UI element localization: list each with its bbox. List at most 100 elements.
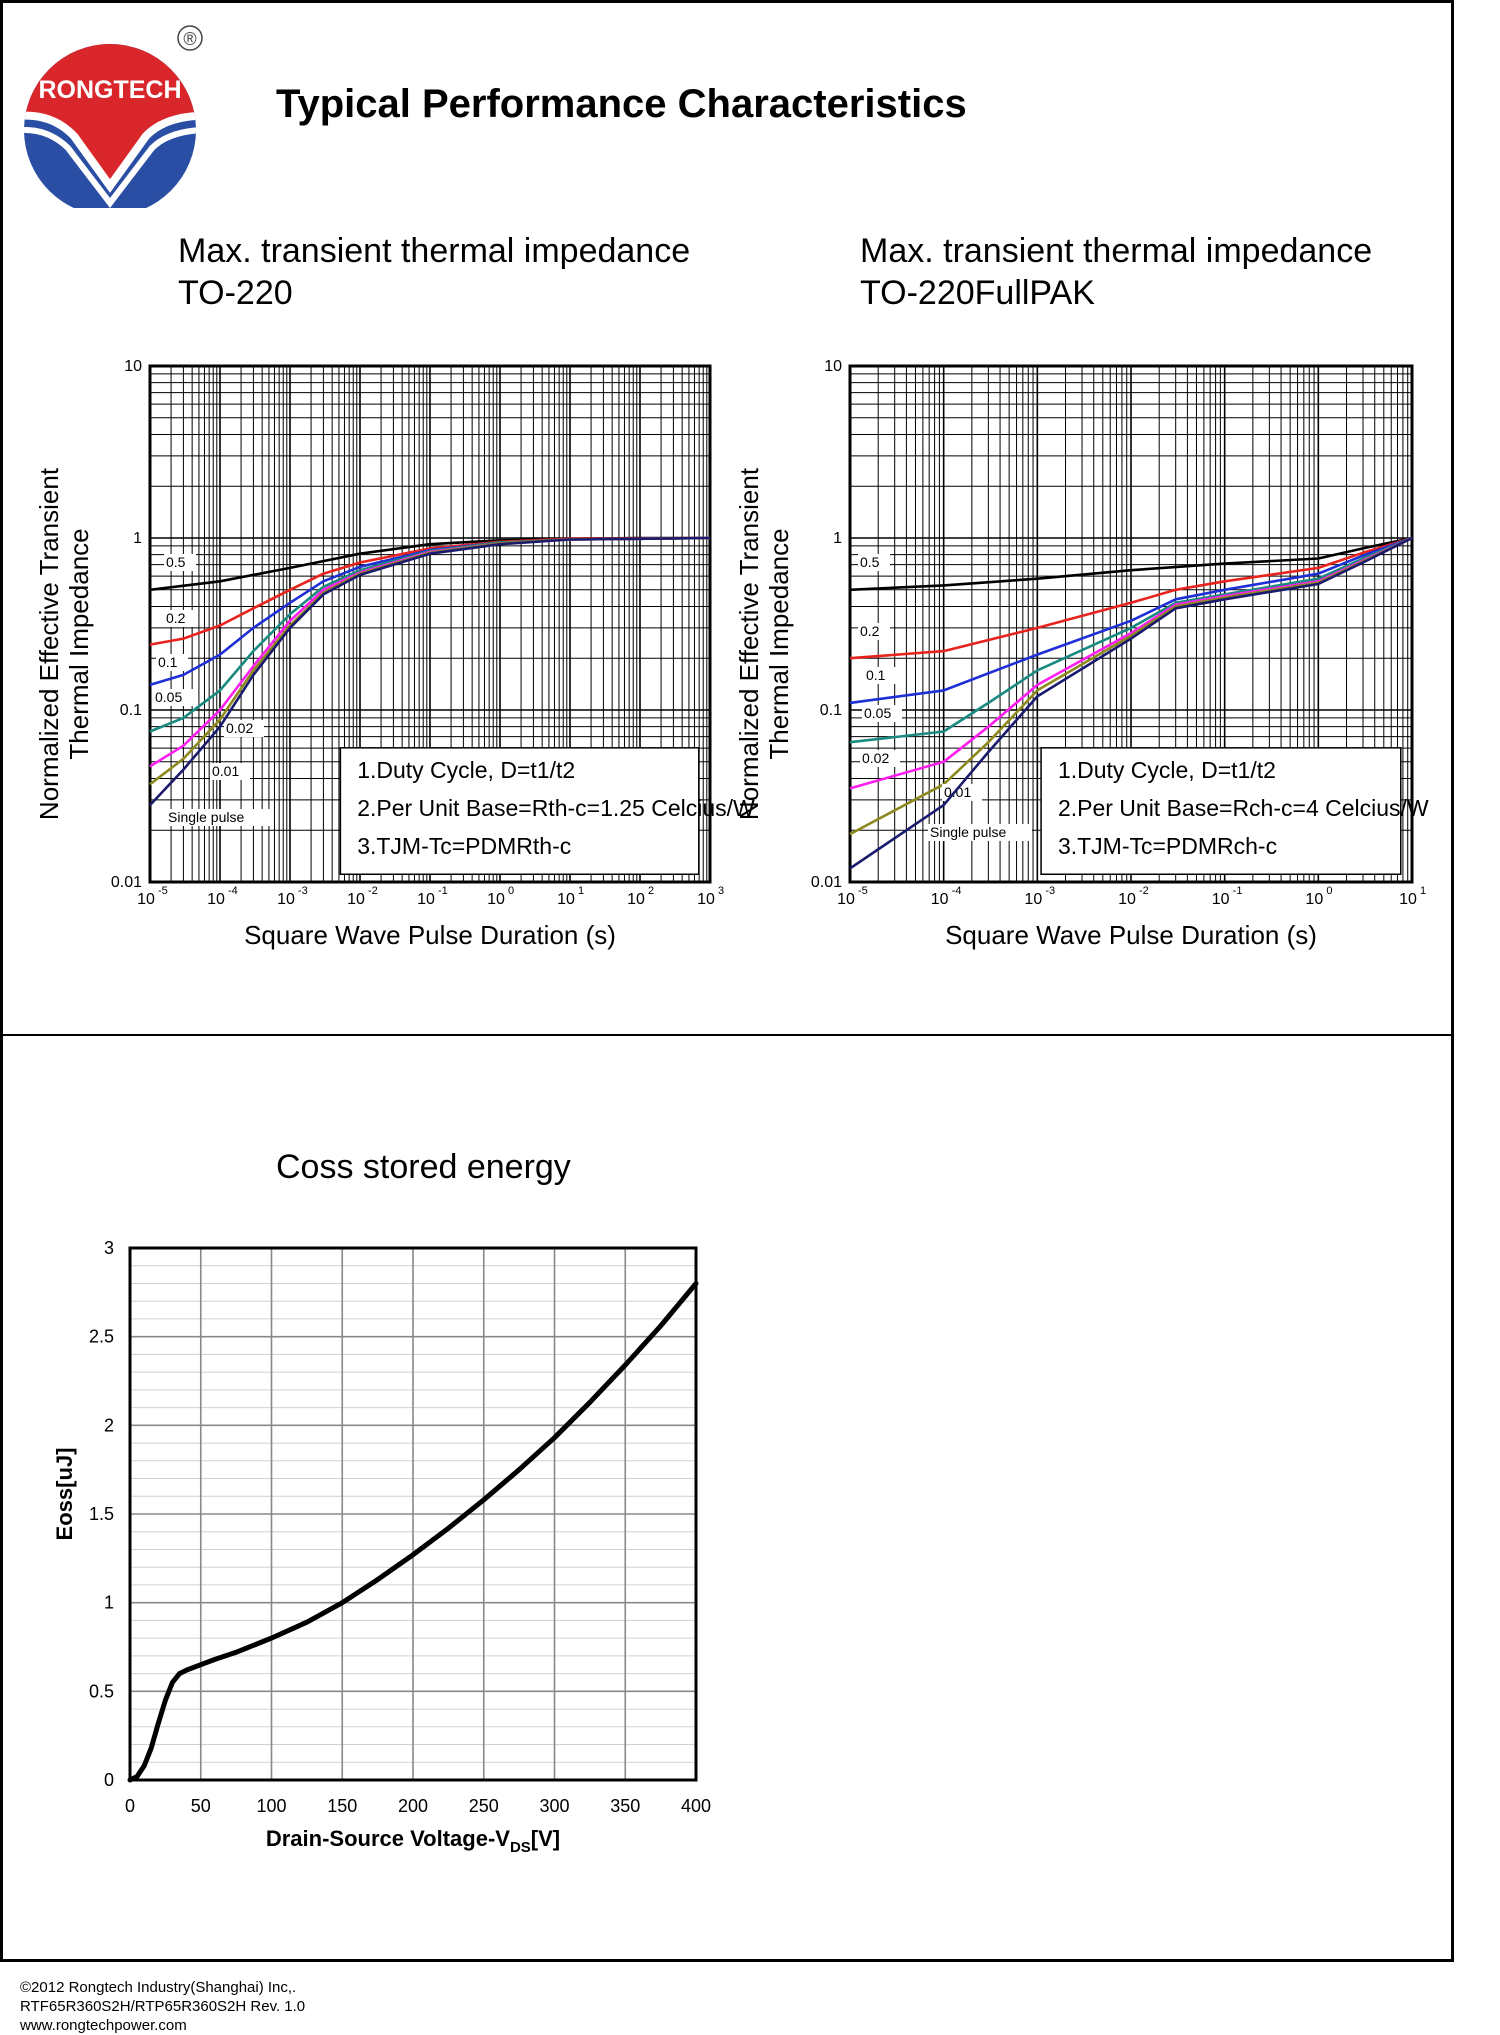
y-tick-label: 0.01	[811, 874, 842, 891]
series-label-bg	[858, 623, 890, 640]
series-label-0.5: 0.5	[860, 554, 880, 570]
x-axis-label: Square Wave Pulse Duration (s)	[244, 920, 616, 950]
series-label-0.02: 0.02	[862, 750, 889, 766]
plot-border	[148, 364, 712, 884]
notes-box	[339, 747, 700, 876]
footer-website: www.rongtechpower.com	[20, 2017, 187, 2034]
note-1: 1.Duty Cycle, D=t1/t2	[1058, 757, 1276, 783]
note-2: 2.Per Unit Base=Rch-c=4 Celcius/W	[1058, 795, 1429, 821]
x-tick-exponent: 2	[648, 885, 654, 897]
y-axis-label-line-2: Thermal Impedance	[764, 528, 794, 759]
series-label-single-pulse: Single pulse	[930, 824, 1006, 840]
series-label-bg	[860, 750, 900, 767]
series-label-bg	[210, 763, 250, 780]
x-tick-label: 10	[487, 891, 505, 908]
series-label-bg	[858, 554, 890, 571]
y-tick-label: 2	[104, 1415, 114, 1435]
x-tick-exponent: 3	[718, 885, 724, 897]
chart2-title: Max. transient thermal impedance TO-220F…	[860, 232, 1373, 312]
y-tick-label: 10	[124, 358, 142, 375]
x-tick-exponent: -3	[1045, 885, 1055, 897]
series-label-bg	[164, 610, 196, 627]
x-tick-label: 100	[256, 1796, 286, 1816]
note-3: 3.TJM-Tc=PDMRch-c	[1058, 833, 1277, 859]
x-tick-label: 10	[697, 891, 715, 908]
x-tick-label: 10	[837, 891, 855, 908]
y-tick-label: 0.5	[89, 1681, 114, 1701]
y-tick-label: 1	[104, 1593, 114, 1613]
y-axis-label-line-1: Normalized Effective Transient	[734, 467, 764, 820]
note-3: 3.TJM-Tc=PDMRth-c	[357, 833, 571, 859]
y-tick-label: 0	[104, 1770, 114, 1790]
x-tick-label: 0	[125, 1796, 135, 1816]
x-tick-exponent: 0	[1326, 885, 1332, 897]
note-2: 2.Per Unit Base=Rth-c=1.25 Celcius/W	[357, 795, 755, 821]
x-tick-label: 10	[137, 891, 155, 908]
thermal-chart-2: 1.Duty Cycle, D=t1/t2 2.Per Unit Base=Rch…	[734, 358, 1429, 950]
x-tick-exponent: -5	[858, 885, 868, 897]
notes-box	[1040, 747, 1402, 876]
x-tick-label: 200	[398, 1796, 428, 1816]
chart1-title: Max. transient thermal impedance TO-220	[178, 232, 691, 312]
x-tick-exponent: -2	[368, 885, 378, 897]
series-label-0.05: 0.05	[864, 705, 891, 721]
x-tick-label: 10	[207, 891, 225, 908]
x-tick-label: 10	[1212, 891, 1230, 908]
series-label-0.01: 0.01	[944, 784, 971, 800]
series-label-bg	[928, 824, 1032, 841]
eoss-curve	[127, 1281, 699, 1783]
x-tick-exponent: 1	[578, 885, 584, 897]
x-tick-exponent: -3	[298, 885, 308, 897]
x-tick-label: 10	[347, 891, 365, 908]
footer-copyright: ©2012 Rongtech Industry(Shanghai) Inc,.	[20, 1979, 297, 1996]
x-tick-exponent: -1	[1233, 885, 1243, 897]
x-tick-exponent: -4	[952, 885, 962, 897]
series-label-bg	[153, 689, 193, 706]
y-tick-label: 1.5	[89, 1504, 114, 1524]
series-label-bg	[166, 809, 270, 826]
x-tick-exponent: -5	[158, 885, 168, 897]
series-label-0.2: 0.2	[860, 623, 880, 639]
series-line-0.2	[849, 536, 1413, 660]
rongtech-logo: RONGTECH ®	[24, 25, 203, 208]
chart3-title: Coss stored energy	[276, 1148, 571, 1186]
series-line-single-pulse	[149, 536, 711, 806]
x-tick-label: 300	[539, 1796, 569, 1816]
logo-brand-text: RONGTECH	[38, 76, 181, 104]
x-tick-exponent: 0	[508, 885, 514, 897]
series-label-0.02: 0.02	[226, 720, 253, 736]
series-label-0.5: 0.5	[166, 554, 186, 570]
x-axis-label: Drain-Source Voltage-VDS[V]	[266, 1826, 560, 1856]
y-axis-label: Eoss[uJ]	[52, 1448, 77, 1541]
x-tick-label: 10	[557, 891, 575, 908]
x-tick-label: 10	[931, 891, 949, 908]
x-tick-label: 400	[681, 1796, 711, 1816]
plot-border	[848, 364, 1414, 884]
series-label-0.1: 0.1	[158, 654, 178, 670]
series-label-bg	[164, 554, 196, 571]
note-1: 1.Duty Cycle, D=t1/t2	[357, 757, 575, 783]
x-tick-label: 10	[1118, 891, 1136, 908]
series-label-0.01: 0.01	[212, 763, 239, 779]
coss-energy-chart: 0 0.5 1 1.5 2 2.5 3 0 50 100 150 200 250 300 350 400 Dra…	[52, 1238, 711, 1856]
x-tick-label: 10	[277, 891, 295, 908]
x-tick-label: 150	[327, 1796, 357, 1816]
y-tick-label: 0.01	[111, 874, 142, 891]
y-tick-label: 0.1	[820, 702, 842, 719]
registered-mark: ®	[183, 29, 196, 49]
x-tick-label: 350	[610, 1796, 640, 1816]
x-tick-label: 50	[191, 1796, 211, 1816]
x-tick-label: 10	[1024, 891, 1042, 908]
series-label-0.2: 0.2	[166, 610, 186, 626]
footer: ©2012 Rongtech Industry(Shanghai) Inc,. …	[20, 1978, 305, 2035]
y-tick-label: 0.1	[120, 702, 142, 719]
thermal-chart-1: 1.Duty Cycle, D=t1/t2 2.Per Unit Base=Rth…	[34, 358, 755, 950]
series-label-single-pulse: Single pulse	[168, 809, 244, 825]
series-line-0.05	[849, 536, 1413, 744]
series-label-bg	[864, 667, 896, 684]
x-tick-exponent: -4	[228, 885, 238, 897]
series-line-0.5	[849, 536, 1413, 592]
x-tick-label: 10	[627, 891, 645, 908]
x-tick-label: 10	[417, 891, 435, 908]
